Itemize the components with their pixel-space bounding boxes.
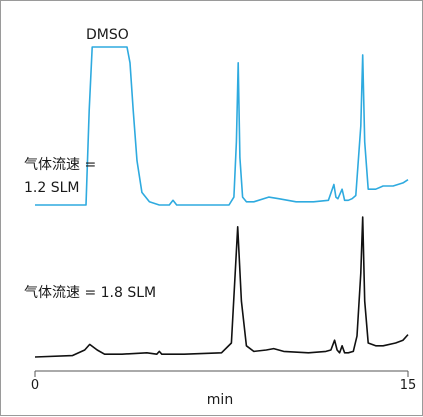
- x-axis-label: min: [207, 392, 233, 408]
- dmso-peak-label: DMSO: [86, 27, 129, 43]
- top-trace-label-line1: 气体流速 =: [24, 157, 96, 173]
- bottom-trace-label: 气体流速 = 1.8 SLM: [24, 285, 156, 301]
- trace-1-2-slm: [35, 46, 409, 206]
- traces-layer: [34, 46, 409, 358]
- x-tick-label-0: 0: [31, 378, 39, 393]
- x-tick-label-15: 15: [400, 378, 417, 393]
- trace-1-8-slm: [34, 216, 409, 358]
- top-trace-label-line2: 1.2 SLM: [24, 180, 79, 196]
